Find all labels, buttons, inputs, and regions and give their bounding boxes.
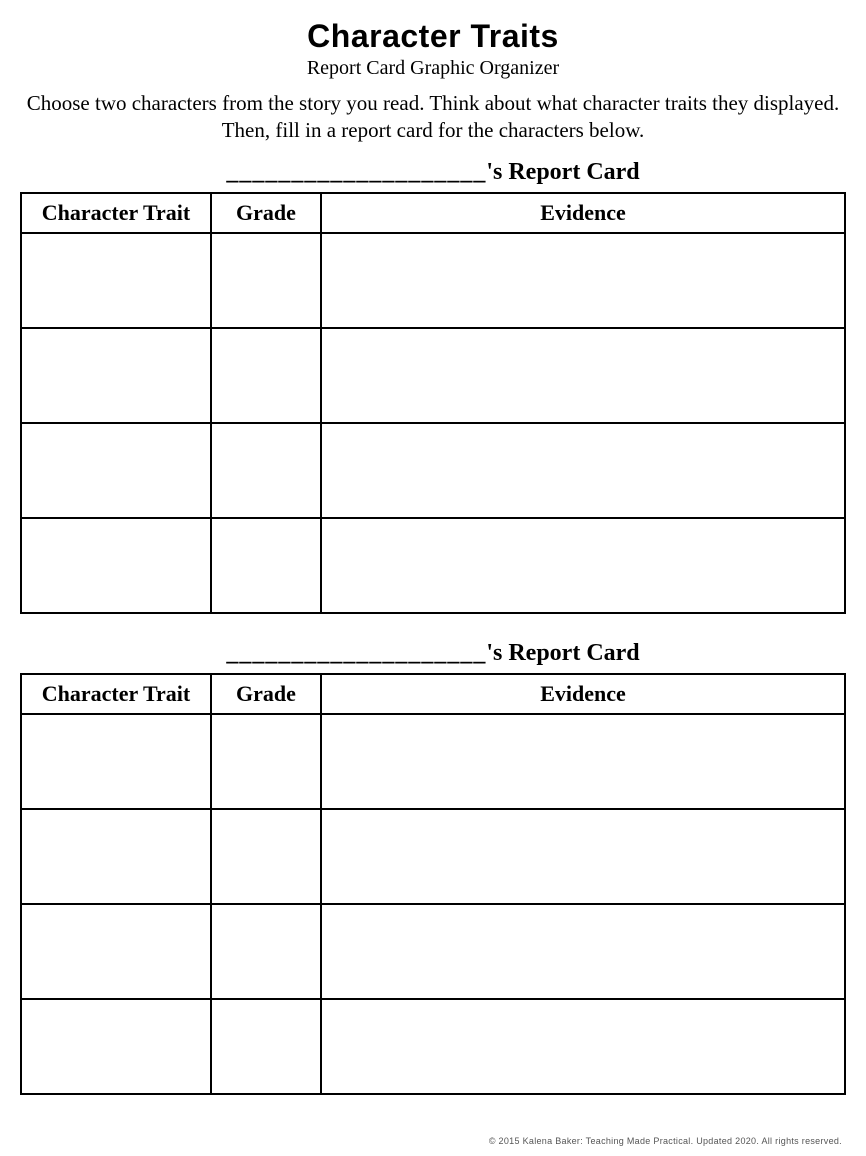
col-header-grade: Grade [211, 674, 321, 714]
report-card-suffix: 's Report Card [486, 640, 639, 666]
cell-grade[interactable] [211, 518, 321, 613]
name-blank-1[interactable]: ____________________ [226, 159, 486, 185]
col-header-trait: Character Trait [21, 674, 211, 714]
col-header-trait: Character Trait [21, 193, 211, 233]
cell-grade[interactable] [211, 328, 321, 423]
table-row [21, 714, 845, 809]
table-row [21, 328, 845, 423]
cell-evidence[interactable] [321, 328, 845, 423]
copyright-footer: © 2015 Kalena Baker: Teaching Made Pract… [489, 1136, 842, 1146]
cell-trait[interactable] [21, 328, 211, 423]
report-card-suffix: 's Report Card [486, 159, 639, 185]
cell-grade[interactable] [211, 904, 321, 999]
table-row [21, 999, 845, 1094]
cell-grade[interactable] [211, 423, 321, 518]
cell-evidence[interactable] [321, 518, 845, 613]
table-row [21, 904, 845, 999]
table-header-row: Character Trait Grade Evidence [21, 193, 845, 233]
cell-evidence[interactable] [321, 999, 845, 1094]
col-header-grade: Grade [211, 193, 321, 233]
cell-trait[interactable] [21, 999, 211, 1094]
cell-evidence[interactable] [321, 423, 845, 518]
report-card-2-heading: ____________________'s Report Card [20, 640, 846, 667]
instructions-text: Choose two characters from the story you… [20, 90, 846, 145]
name-blank-2[interactable]: ____________________ [226, 640, 486, 666]
worksheet-title: Character Traits [20, 18, 846, 55]
cell-evidence[interactable] [321, 809, 845, 904]
report-card-table-2: Character Trait Grade Evidence [20, 673, 846, 1095]
cell-trait[interactable] [21, 904, 211, 999]
worksheet-subtitle: Report Card Graphic Organizer [20, 57, 846, 80]
table-row [21, 423, 845, 518]
cell-trait[interactable] [21, 714, 211, 809]
table-row [21, 809, 845, 904]
cell-trait[interactable] [21, 233, 211, 328]
table-header-row: Character Trait Grade Evidence [21, 674, 845, 714]
table-row [21, 518, 845, 613]
cell-grade[interactable] [211, 233, 321, 328]
col-header-evidence: Evidence [321, 674, 845, 714]
cell-grade[interactable] [211, 714, 321, 809]
cell-evidence[interactable] [321, 904, 845, 999]
cell-grade[interactable] [211, 999, 321, 1094]
cell-grade[interactable] [211, 809, 321, 904]
cell-evidence[interactable] [321, 233, 845, 328]
report-card-1-heading: ____________________'s Report Card [20, 159, 846, 186]
table-row [21, 233, 845, 328]
col-header-evidence: Evidence [321, 193, 845, 233]
cell-trait[interactable] [21, 423, 211, 518]
cell-evidence[interactable] [321, 714, 845, 809]
cell-trait[interactable] [21, 809, 211, 904]
cell-trait[interactable] [21, 518, 211, 613]
report-card-table-1: Character Trait Grade Evidence [20, 192, 846, 614]
